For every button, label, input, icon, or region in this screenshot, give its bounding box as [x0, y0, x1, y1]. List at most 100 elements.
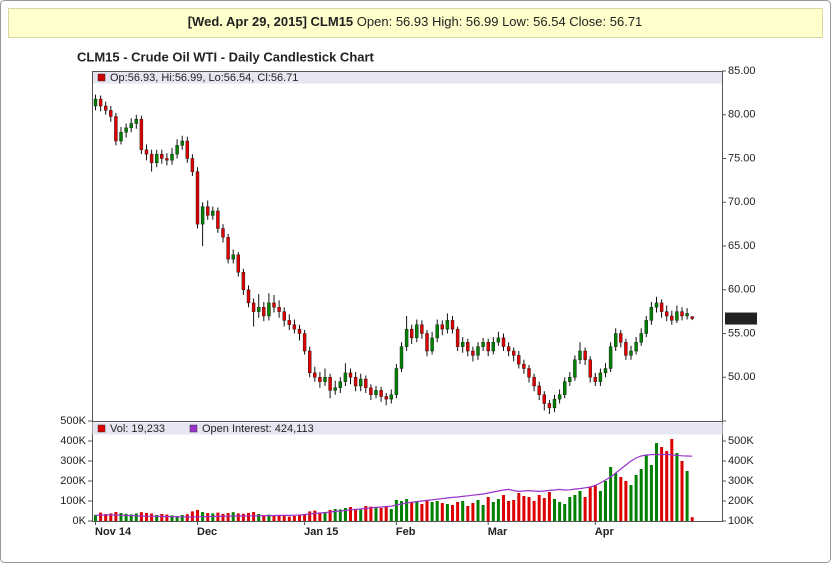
y-tick-label: 200K: [60, 475, 86, 487]
volume-bar: [588, 487, 592, 521]
volume-bar: [507, 501, 511, 521]
candle-body: [394, 368, 399, 395]
candle-body: [476, 346, 480, 356]
x-tick-label: Dec: [197, 526, 217, 538]
candle-body: [195, 171, 200, 225]
header: [Wed. Apr 29, 2015] CLM15 Open: 56.93 Hi…: [188, 14, 643, 29]
candle-body: [603, 368, 608, 374]
volume-bar: [129, 514, 133, 521]
volume-bar: [384, 507, 388, 521]
candle-body: [644, 320, 648, 334]
candle-body: [420, 324, 424, 334]
volume-bar: [298, 515, 301, 521]
candle-body: [608, 346, 613, 369]
candle-body: [527, 368, 531, 378]
candle-body: [578, 350, 582, 360]
candle-body: [364, 378, 368, 388]
candle-body: [185, 140, 190, 159]
candle-body: [598, 372, 603, 382]
volume-bar: [639, 469, 643, 521]
header-label: [Wed. Apr 29, 2015] CLM15: [188, 14, 353, 29]
candle-body: [119, 132, 123, 142]
volume-bar: [593, 485, 597, 521]
volume-bar: [257, 514, 261, 521]
candle-body: [200, 206, 205, 225]
volume-bar: [190, 511, 194, 521]
candle-body: [236, 254, 241, 273]
volume-bar: [445, 504, 449, 521]
candle-body: [369, 387, 373, 395]
candle-body: [593, 377, 597, 382]
volume-bar: [486, 497, 490, 521]
volume-bar: [318, 513, 322, 521]
volume-bar: [114, 512, 118, 521]
candle-body: [205, 206, 210, 216]
volume-bar: [573, 495, 577, 521]
x-tick-label: Apr: [595, 526, 615, 538]
volume-bar: [675, 453, 679, 521]
candle-body: [211, 210, 215, 216]
candle-body: [308, 350, 312, 374]
y-tick-label: 85.00: [728, 65, 756, 77]
candle-body: [685, 313, 689, 317]
volume-bar: [394, 500, 398, 521]
open-interest-line: [95, 453, 693, 518]
y-tick-label: 65.00: [728, 240, 756, 252]
chart-title: CLM15 - Crude Oil WTI - Daily Candlestic…: [77, 49, 375, 64]
volume-bar: [655, 443, 658, 521]
candle-body: [415, 324, 419, 339]
volume-bar: [466, 506, 470, 521]
volume-bar: [160, 514, 164, 521]
volume-bar: [124, 513, 128, 521]
volume-bar: [196, 510, 199, 521]
candle-body: [109, 110, 113, 117]
candle-body: [292, 324, 297, 330]
candle-body: [226, 237, 230, 260]
volume-bar: [155, 515, 159, 521]
candle-body: [241, 272, 246, 290]
candle-body: [251, 302, 256, 312]
candle-body: [649, 307, 654, 321]
volume-bar: [481, 505, 485, 521]
volume-bar: [313, 510, 317, 521]
volume-bar: [532, 501, 536, 521]
candle-body: [379, 390, 383, 397]
volume-bar: [277, 515, 281, 521]
volume-bar: [379, 508, 383, 521]
volume-bar: [354, 510, 358, 521]
candle-body: [445, 320, 450, 330]
candle-body: [149, 153, 154, 164]
candle-body: [557, 394, 562, 400]
volume-bar: [226, 513, 230, 521]
candle-body: [114, 116, 118, 142]
candle-body: [277, 307, 281, 312]
candle-body: [425, 333, 429, 352]
candle-body: [160, 153, 164, 159]
candle-body: [98, 98, 103, 107]
candle-body: [287, 320, 291, 325]
volume-bar: [496, 499, 500, 521]
volume-bar: [287, 516, 291, 521]
volume-bar: [461, 501, 465, 521]
y-tick-label: 500K: [60, 415, 86, 427]
volume-bar: [303, 514, 307, 521]
y-tick-label: 80.00: [728, 109, 756, 121]
candle-body: [359, 378, 363, 387]
candle-body: [455, 328, 460, 347]
candle-body: [537, 385, 541, 395]
x-tick-label: Nov 14: [95, 526, 132, 538]
candle-body: [103, 105, 108, 111]
volume-bar: [502, 495, 505, 521]
candle-body: [461, 342, 465, 347]
y2-tick-label: 100K: [728, 515, 754, 527]
candle-body: [297, 328, 302, 334]
volume-bar: [522, 496, 526, 521]
candle-body: [512, 350, 516, 356]
candle-body: [134, 118, 139, 124]
candle-body: [430, 337, 434, 352]
candle-body: [481, 342, 485, 347]
volume-bar: [104, 514, 108, 521]
volume-bar: [542, 498, 546, 521]
